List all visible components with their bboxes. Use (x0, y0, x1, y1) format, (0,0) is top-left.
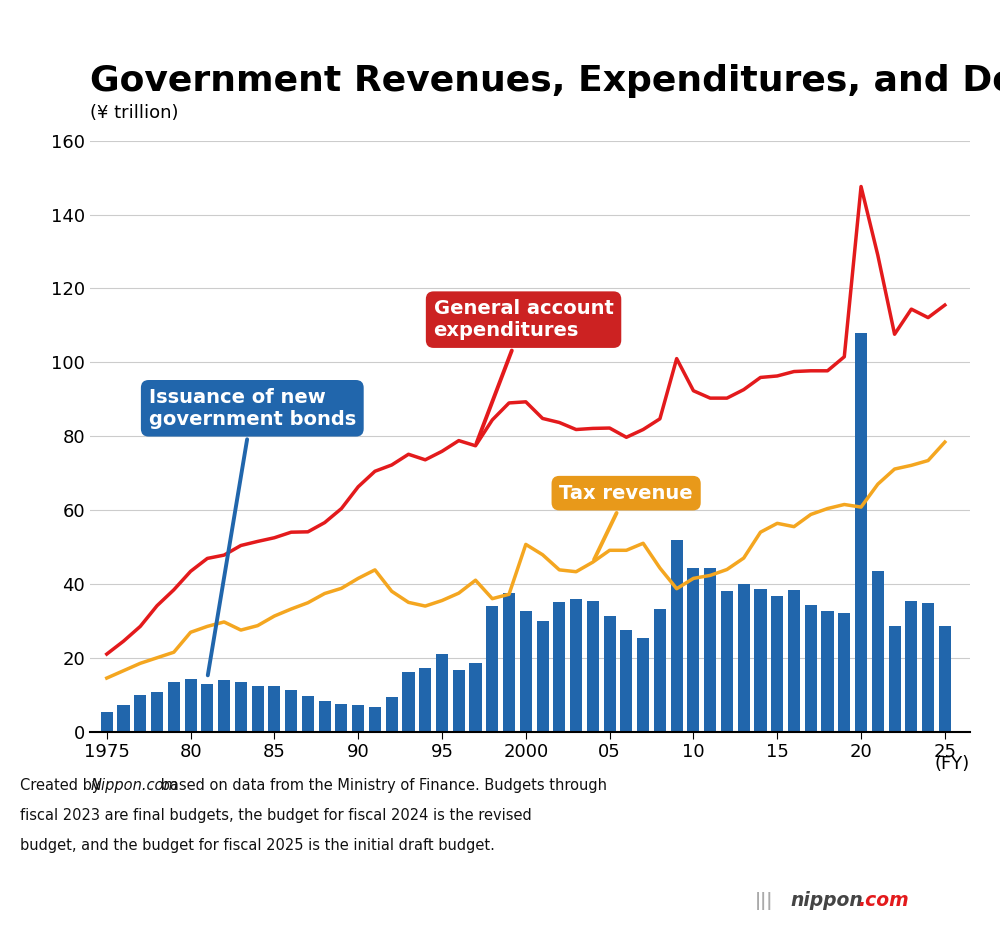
Text: Created by: Created by (20, 778, 105, 793)
Text: .com: .com (858, 891, 909, 910)
Bar (436, 654, 448, 732)
Bar (101, 712, 113, 732)
Bar (754, 589, 767, 732)
Bar (352, 704, 364, 732)
Bar (788, 590, 800, 732)
Text: (FY): (FY) (935, 755, 970, 773)
Bar (419, 669, 431, 732)
Bar (570, 598, 582, 732)
Text: Government Revenues, Expenditures, and Debt: Government Revenues, Expenditures, and D… (90, 65, 1000, 98)
Bar (453, 670, 465, 732)
Bar (486, 606, 498, 732)
Bar (620, 630, 632, 732)
Text: budget, and the budget for fiscal 2025 is the initial draft budget.: budget, and the budget for fiscal 2025 i… (20, 838, 495, 853)
Bar (771, 596, 783, 732)
Bar (721, 591, 733, 732)
Bar (805, 605, 817, 732)
Text: Issuance of new
government bonds: Issuance of new government bonds (149, 387, 356, 675)
Bar (905, 601, 917, 732)
Bar (838, 613, 850, 732)
Bar (252, 687, 264, 732)
Bar (268, 687, 280, 732)
Bar (872, 570, 884, 732)
Bar (402, 672, 415, 732)
Bar (218, 680, 230, 732)
Bar (302, 696, 314, 732)
Bar (335, 704, 347, 732)
Bar (235, 682, 247, 732)
Bar (939, 626, 951, 732)
Bar (520, 612, 532, 732)
Bar (134, 695, 146, 732)
Text: |||: ||| (755, 892, 773, 910)
Bar (469, 663, 482, 732)
Text: Nippon.com: Nippon.com (91, 778, 179, 793)
Text: General account
expenditures: General account expenditures (434, 299, 613, 443)
Bar (738, 583, 750, 732)
Bar (503, 593, 515, 732)
Bar (185, 679, 197, 732)
Bar (821, 611, 834, 732)
Bar (553, 602, 565, 732)
Bar (369, 707, 381, 732)
Bar (386, 697, 398, 732)
Text: nippon: nippon (790, 891, 863, 910)
Bar (587, 600, 599, 732)
Bar (922, 603, 934, 732)
Bar (285, 690, 297, 732)
Bar (168, 682, 180, 732)
Bar (704, 568, 716, 732)
Bar (687, 568, 699, 732)
Text: (¥ trillion): (¥ trillion) (90, 104, 178, 122)
Bar (855, 333, 867, 732)
Bar (671, 539, 683, 732)
Text: based on data from the Ministry of Finance. Budgets through: based on data from the Ministry of Finan… (156, 778, 607, 793)
Bar (537, 621, 549, 732)
Bar (117, 705, 130, 732)
Bar (151, 692, 163, 732)
Bar (889, 626, 901, 732)
Bar (637, 638, 649, 732)
Bar (201, 684, 213, 732)
Bar (604, 616, 616, 732)
Text: Tax revenue: Tax revenue (559, 484, 693, 560)
Text: fiscal 2023 are final budgets, the budget for fiscal 2024 is the revised: fiscal 2023 are final budgets, the budge… (20, 808, 532, 823)
Bar (319, 701, 331, 732)
Bar (654, 609, 666, 732)
